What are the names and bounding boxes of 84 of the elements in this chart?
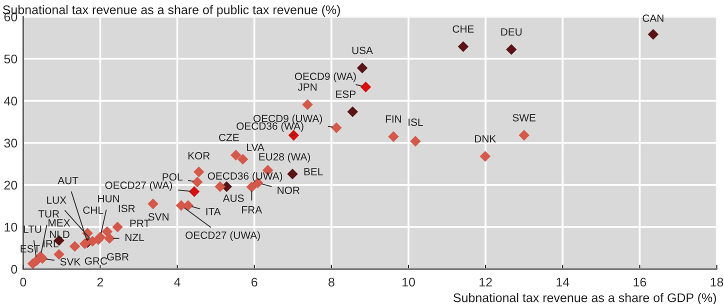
x-tick-label: 0 — [20, 278, 26, 287]
annotation: CHE — [452, 25, 474, 33]
annotation: MEX — [48, 219, 70, 226]
point — [237, 154, 248, 165]
point — [331, 122, 342, 134]
annotation: LUX — [47, 196, 66, 204]
point — [148, 198, 158, 210]
x-tick-label: 16 — [634, 278, 646, 287]
annotation: LTU — [24, 226, 42, 233]
x-tick-label: 12 — [480, 278, 492, 286]
x-tick-label: 8 — [328, 278, 334, 287]
annotation: SVK — [60, 258, 81, 266]
point — [69, 240, 80, 252]
annotation: LVA — [247, 144, 264, 151]
y-tick-label: 10 — [4, 222, 18, 232]
annotation: DNK — [475, 135, 496, 142]
y-tick-label: 60 — [4, 12, 18, 22]
annotation: FIN — [386, 115, 402, 123]
y-tick-label: 50 — [4, 54, 18, 64]
annotation: NOR — [278, 186, 300, 194]
annotation: GBR — [106, 253, 129, 260]
point — [506, 44, 517, 55]
annotation: BEL — [304, 168, 323, 176]
point — [112, 222, 123, 232]
point — [79, 238, 90, 250]
annotation: TUR — [38, 210, 60, 218]
point — [104, 232, 115, 244]
point — [194, 166, 204, 178]
annotation: CZE — [219, 134, 239, 142]
annotation: POL — [162, 173, 182, 181]
annotation: HUN — [98, 195, 119, 202]
annotation: OECD36 (UWA) — [208, 172, 282, 182]
point — [230, 150, 242, 160]
annotation: SVN — [148, 213, 168, 221]
x-tick-label: 18 — [710, 278, 724, 287]
annotation: PRT — [130, 220, 150, 227]
annotation: ISL — [408, 118, 423, 126]
annotation: KOR — [188, 152, 210, 160]
point — [356, 62, 368, 74]
x-tick-label: 4 — [174, 278, 180, 286]
annotation: CAN — [642, 14, 664, 22]
annotation: OECD9 (WA) — [294, 72, 356, 82]
annotation: OECD36 (WA) — [236, 122, 304, 132]
point — [287, 168, 298, 180]
point — [518, 130, 530, 141]
point — [360, 82, 372, 92]
point — [410, 136, 421, 147]
point — [192, 176, 203, 188]
point — [458, 41, 469, 52]
annotation: SWE — [512, 114, 536, 122]
point — [388, 131, 399, 142]
y-tick-label: 20 — [4, 180, 18, 190]
annotation: CHL — [83, 206, 104, 214]
annotation: ISR — [118, 204, 135, 212]
y-tick-label: 40 — [4, 96, 18, 106]
x-tick-label: 10 — [402, 278, 415, 287]
annotation: EU28 (WA) — [259, 152, 310, 163]
annotation: IRL — [44, 240, 58, 248]
x-tick-label: 14 — [556, 278, 570, 286]
x-tick-label: 2 — [97, 278, 104, 286]
annotation: NZL — [125, 234, 144, 242]
x-tick-label: 6 — [252, 278, 258, 287]
annotation: ESP — [336, 90, 356, 98]
point — [480, 150, 491, 162]
annotation: ITA — [206, 208, 221, 216]
annotation: JPN — [298, 83, 317, 91]
point — [648, 29, 659, 40]
annotation: FRA — [242, 206, 262, 214]
y-tick-label: 0 — [11, 264, 18, 274]
point — [54, 248, 64, 260]
y-tick-label: 30 — [4, 138, 18, 148]
annotation: AUS — [222, 194, 244, 202]
annotation: USA — [352, 46, 373, 54]
point — [214, 181, 226, 192]
annotation: OECD27 (UWA) — [186, 231, 260, 241]
annotation: GRC — [84, 257, 108, 265]
annotation: DEU — [501, 28, 522, 36]
annotation: NLD — [50, 230, 70, 238]
annotation: OECD27 (WA) — [105, 181, 172, 191]
point — [347, 106, 358, 118]
point — [188, 186, 200, 198]
point — [246, 182, 258, 192]
annotation: AUT — [58, 176, 78, 184]
point — [302, 99, 313, 110]
